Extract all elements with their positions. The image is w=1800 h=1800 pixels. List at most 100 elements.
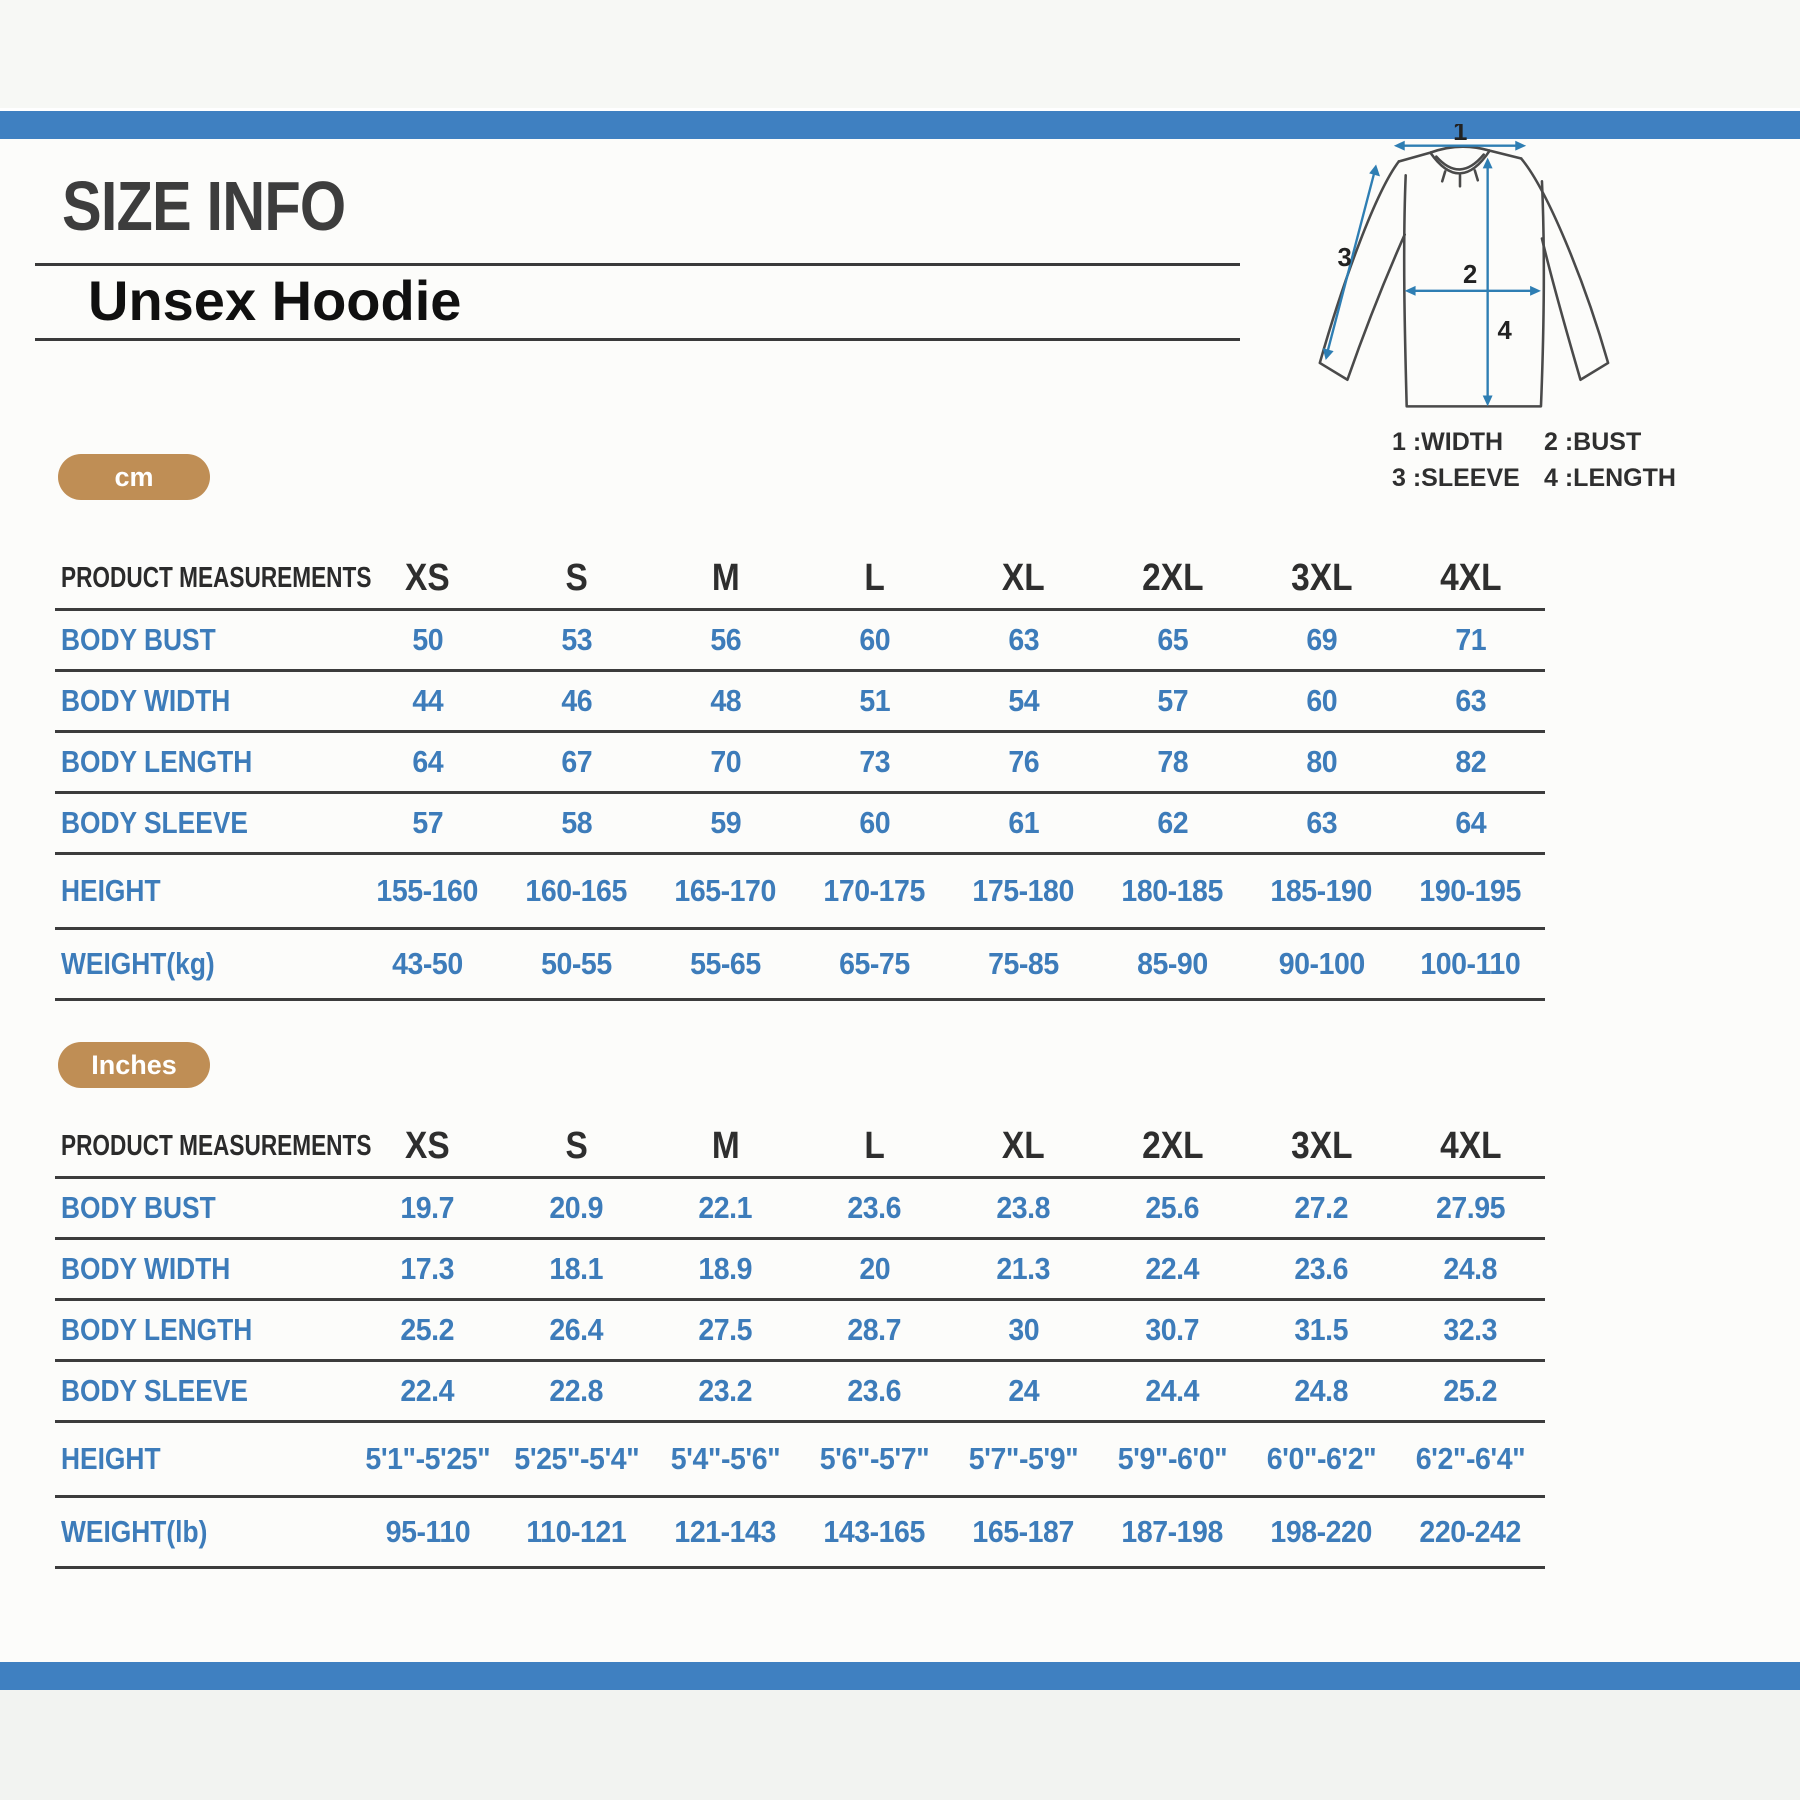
cell-value: 18.1 <box>549 1251 604 1286</box>
table-row: WEIGHT(kg) 43-50 50-55 55-65 65-75 75-85 85-90… <box>55 930 1545 1001</box>
size-column-header: L <box>864 1124 885 1167</box>
label-2: 2 <box>1463 261 1477 289</box>
cell-value: 60 <box>1306 683 1337 718</box>
table-row: BODY SLEEVE 57 58 59 60 61 62 63 64 <box>55 794 1545 855</box>
cell-value: 198-220 <box>1270 1514 1373 1549</box>
cell-value: 17.3 <box>400 1251 455 1286</box>
cell-value: 100-110 <box>1420 946 1521 981</box>
hoodie-outline <box>1318 145 1610 408</box>
cell-value: 121-143 <box>674 1514 777 1549</box>
cell-value: 31.5 <box>1294 1312 1349 1347</box>
size-column-header: 4XL <box>1439 556 1502 599</box>
row-label: WEIGHT(lb) <box>61 1514 208 1549</box>
cell-value: 27.5 <box>698 1312 753 1347</box>
cell-value: 25.2 <box>400 1312 455 1347</box>
cell-value: 50-55 <box>541 946 612 981</box>
table-row: BODY BUST 50 53 56 60 63 65 69 71 <box>55 611 1545 672</box>
size-column-header: 2XL <box>1141 1124 1204 1167</box>
cell-value: 185-190 <box>1270 873 1373 908</box>
row-label: HEIGHT <box>61 1441 161 1476</box>
cell-value: 56 <box>710 622 741 657</box>
label-1: 1 <box>1453 124 1467 146</box>
top-accent-bar <box>0 111 1800 139</box>
cell-value: 61 <box>1008 805 1039 840</box>
cell-value: 58 <box>561 805 592 840</box>
cell-value: 143-165 <box>823 1514 926 1549</box>
cell-value: 23.6 <box>1294 1251 1349 1286</box>
row-label: BODY BUST <box>61 622 216 657</box>
bottom-accent-bar <box>0 1662 1800 1690</box>
cell-value: 44 <box>412 683 443 718</box>
row-label: BODY BUST <box>61 1190 216 1225</box>
cell-value: 25.6 <box>1145 1190 1200 1225</box>
cell-value: 165-187 <box>972 1514 1075 1549</box>
cell-value: 25.2 <box>1443 1373 1498 1408</box>
cell-value: 6'2"-6'4" <box>1415 1441 1526 1476</box>
legend-width: 1 :WIDTH <box>1392 428 1504 456</box>
row-label: BODY SLEEVE <box>61 805 248 840</box>
cell-value: 22.4 <box>1145 1251 1200 1286</box>
size-column-header: M <box>711 1124 740 1167</box>
cell-value: 48 <box>710 683 741 718</box>
table-header-row: PRODUCT MEASUREMENTS XS S M L XL 2XL 3XL 4XL <box>55 1116 1545 1179</box>
size-table-cm: PRODUCT MEASUREMENTS XS S M L XL 2XL 3XL 4XL BODY… <box>55 548 1545 1001</box>
label-4: 4 <box>1498 317 1513 345</box>
table-row: BODY WIDTH 44 46 48 51 54 57 60 63 <box>55 672 1545 733</box>
cell-value: 60 <box>859 805 890 840</box>
table-row: BODY SLEEVE 22.4 22.8 23.2 23.6 24 24.4 24.8 25.… <box>55 1362 1545 1423</box>
cell-value: 80 <box>1306 744 1337 779</box>
cell-value: 23.8 <box>996 1190 1051 1225</box>
cell-value: 85-90 <box>1137 946 1208 981</box>
row-label: BODY LENGTH <box>61 1312 253 1347</box>
size-column-header: XL <box>1002 1124 1045 1167</box>
cell-value: 78 <box>1157 744 1188 779</box>
cell-value: 62 <box>1157 805 1188 840</box>
size-column-header: L <box>864 556 885 599</box>
diagram-legend: 1 :WIDTH 2 :BUST 3 :SLEEVE 4 :LENGTH <box>1392 428 1676 493</box>
cell-value: 160-165 <box>525 873 628 908</box>
divider-line <box>35 263 1240 266</box>
top-strip <box>0 0 1800 111</box>
cell-value: 5'4"-5'6" <box>670 1441 781 1476</box>
size-table-inches: PRODUCT MEASUREMENTS XS S M L XL 2XL 3XL 4XL BODY… <box>55 1116 1545 1569</box>
cell-value: 43-50 <box>392 946 463 981</box>
cell-value: 155-160 <box>376 873 479 908</box>
cell-value: 51 <box>859 683 890 718</box>
cell-value: 20.9 <box>549 1190 604 1225</box>
cell-value: 22.4 <box>400 1373 455 1408</box>
length-arrow <box>1482 157 1493 407</box>
unit-badge-inches: Inches <box>58 1042 210 1088</box>
hoodie-measurement-diagram: 1 2 3 4 <box>1318 124 1610 408</box>
cell-value: 65 <box>1157 622 1188 657</box>
cell-value: 22.8 <box>549 1373 604 1408</box>
cell-value: 5'25"-5'4" <box>514 1441 639 1476</box>
measurements-header: PRODUCT MEASUREMENTS <box>61 561 372 594</box>
cell-value: 65-75 <box>839 946 910 981</box>
cell-value: 23.6 <box>847 1190 902 1225</box>
cell-value: 5'6"-5'7" <box>819 1441 930 1476</box>
legend-bust: 2 :BUST <box>1544 428 1642 456</box>
product-name: Unsex Hoodie <box>88 269 462 332</box>
cell-value: 59 <box>710 805 741 840</box>
cell-value: 18.9 <box>698 1251 753 1286</box>
row-label: BODY SLEEVE <box>61 1373 248 1408</box>
cell-value: 32.3 <box>1443 1312 1498 1347</box>
cell-value: 24.8 <box>1443 1251 1498 1286</box>
cell-value: 180-185 <box>1121 873 1224 908</box>
cell-value: 21.3 <box>996 1251 1051 1286</box>
cell-value: 60 <box>859 622 890 657</box>
cell-value: 5'7"-5'9" <box>968 1441 1079 1476</box>
cell-value: 76 <box>1008 744 1039 779</box>
row-label: HEIGHT <box>61 873 161 908</box>
row-label: BODY LENGTH <box>61 744 253 779</box>
size-column-header: S <box>565 556 588 599</box>
table-row: BODY BUST 19.7 20.9 22.1 23.6 23.8 25.6 27.2 27.… <box>55 1179 1545 1240</box>
row-label: WEIGHT(kg) <box>61 946 215 981</box>
table-row: HEIGHT 155-160 160-165 165-170 170-175 175-18… <box>55 855 1545 930</box>
size-column-header: XL <box>1002 556 1045 599</box>
size-column-header: M <box>711 556 740 599</box>
cell-value: 220-242 <box>1419 1514 1522 1549</box>
measurement-arrows <box>1322 140 1541 407</box>
cell-value: 53 <box>561 622 592 657</box>
divider-line <box>35 338 1240 341</box>
